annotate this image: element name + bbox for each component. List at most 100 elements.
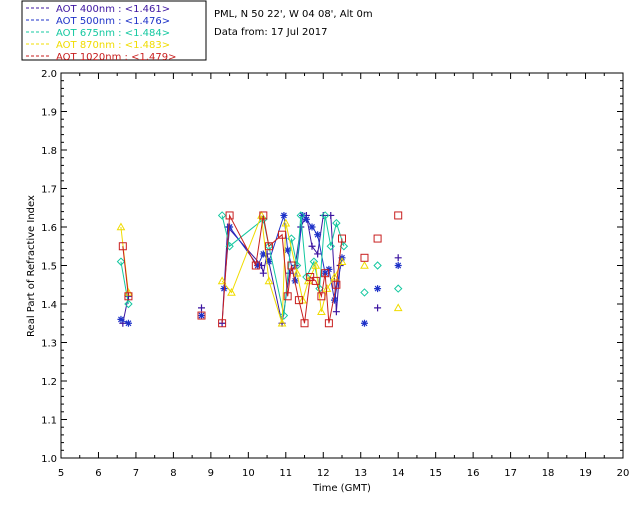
data-point: [118, 242, 127, 251]
x-tick-label: 6: [95, 468, 101, 479]
y-tick-label: 1.6: [41, 223, 57, 234]
data-point: [321, 269, 330, 278]
data-point: [314, 231, 322, 239]
x-tick-label: 10: [242, 468, 255, 479]
y-tick-label: 1.4: [41, 300, 57, 311]
data-point: [227, 287, 236, 296]
data-point: [320, 211, 330, 220]
y-axis-title: Real Part of Refractive Index: [26, 195, 37, 337]
x-axis-title: Time (GMT): [312, 483, 371, 494]
data-point: [394, 211, 403, 220]
data-point: [217, 211, 227, 220]
y-tick-label: 1.1: [41, 416, 57, 427]
data-point: [326, 242, 335, 251]
data-point: [394, 262, 402, 269]
data-point: [116, 257, 126, 266]
x-tick-label: 15: [429, 468, 442, 479]
data-point: [311, 260, 321, 269]
x-tick-label: 13: [354, 468, 367, 479]
data-point: [117, 315, 125, 323]
y-tick-label: 1.3: [41, 339, 57, 350]
x-tick-label: 14: [392, 468, 405, 479]
data-point: [296, 211, 305, 220]
y-tick-label: 1.7: [41, 185, 57, 196]
data-point: [360, 288, 369, 297]
legend-label-400: AOT 400nm : <1.461>: [56, 4, 170, 15]
data-point: [314, 250, 322, 258]
series-4: [118, 211, 403, 328]
data-point: [374, 304, 382, 312]
data-point: [292, 268, 302, 277]
x-tick-label: 9: [208, 468, 214, 479]
data-point: [197, 311, 206, 320]
data-point: [311, 276, 320, 285]
data-point: [283, 292, 292, 301]
legend-label-675: AOT 675nm : <1.484>: [56, 28, 170, 39]
data-point: [124, 299, 133, 309]
x-tick-labels: 5 6 7 8 9 10 11 12 13 14 15 16 17 18 19 20: [58, 468, 630, 479]
x-tick-label: 20: [617, 468, 630, 479]
data-point: [226, 223, 234, 231]
data-point: [254, 262, 262, 269]
data-point: [324, 319, 333, 328]
x-tick-label: 7: [133, 468, 139, 479]
data-point: [264, 242, 273, 251]
data-point: [322, 284, 332, 292]
y-tick-label: 1.5: [41, 262, 57, 273]
x-tick-label: 5: [58, 468, 64, 479]
data-point: [299, 211, 307, 219]
series-line: [221, 213, 343, 324]
x-tick-label: 12: [317, 468, 330, 479]
data-point: [198, 312, 205, 320]
series-0: [119, 211, 402, 327]
data-point: [308, 242, 316, 250]
y-tick-labels: 1.0 1.1 1.2 1.3 1.4 1.5 1.6 1.7 1.8 1.9 2.0: [41, 69, 57, 465]
data-point: [337, 257, 347, 265]
x-tick-label: 8: [170, 468, 176, 479]
data-point: [218, 319, 227, 328]
data-point: [124, 292, 133, 301]
data-point: [338, 234, 346, 243]
data-point: [264, 276, 274, 285]
data-point: [294, 296, 303, 305]
y-tick-label: 1.0: [41, 454, 57, 465]
x-tick-label: 16: [467, 468, 480, 479]
data-point: [124, 319, 132, 327]
data-point: [360, 319, 368, 327]
data-point: [259, 250, 267, 258]
data-point: [331, 296, 339, 304]
legend-label-870: AOT 870nm : <1.483>: [56, 40, 170, 51]
data-point: [360, 253, 369, 262]
data-point: [281, 218, 291, 227]
series-line: [120, 261, 129, 305]
data-point: [278, 230, 287, 239]
data-point: [373, 234, 382, 243]
data-point: [265, 258, 273, 266]
data-point: [225, 211, 234, 220]
y-tick-label: 1.8: [41, 146, 57, 157]
x-tick-label: 11: [279, 468, 292, 479]
legend-box: [21, 0, 207, 61]
data-point: [198, 304, 205, 312]
data-point: [394, 254, 402, 262]
data-point: [277, 318, 287, 327]
y-tick-label: 1.9: [41, 108, 57, 119]
chart-title: PML, N 50 22', W 04 08', Alt 0m: [214, 9, 373, 20]
data-point: [287, 261, 296, 270]
data-point: [279, 311, 289, 320]
axis-ticks: [60, 72, 624, 459]
data-point: [393, 284, 403, 293]
data-point: [374, 285, 382, 293]
legend-label-1020: AOT 1020nm : <1.479>: [56, 52, 176, 63]
y-tick-label: 2.0: [41, 69, 57, 80]
data-point: [360, 260, 369, 269]
series-line: [122, 246, 129, 297]
x-tick-label: 17: [504, 468, 517, 479]
x-tick-label: 19: [579, 468, 592, 479]
data-point: [217, 276, 227, 285]
data-point: [251, 261, 260, 270]
data-point: [332, 308, 340, 316]
data-point: [393, 303, 403, 312]
data-point: [332, 280, 341, 289]
data-point: [373, 261, 382, 270]
